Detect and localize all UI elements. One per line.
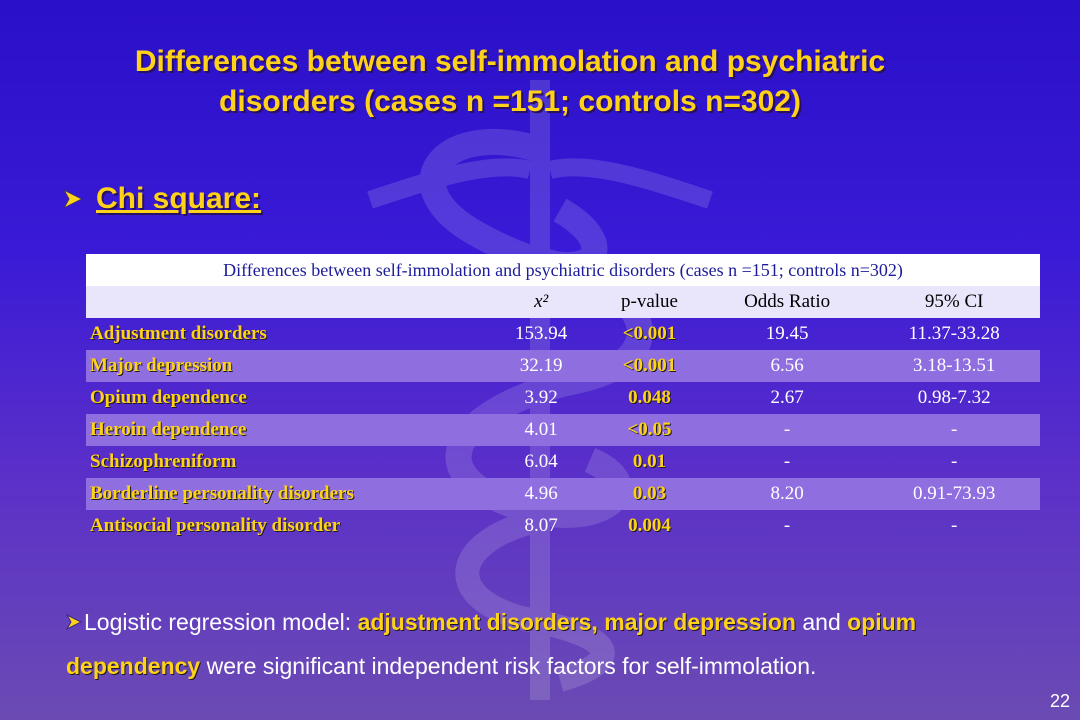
cell-odds-ratio: 19.45 bbox=[765, 323, 809, 344]
cell-odds-ratio: 6.56 bbox=[705, 350, 869, 382]
cell-p-value: <0.001 bbox=[622, 323, 677, 344]
cell-chi-square: 4.96 bbox=[489, 478, 594, 510]
note-text-part2: and bbox=[795, 609, 848, 635]
cell-chi-square: 8.07 bbox=[524, 515, 558, 536]
results-table: Differences between self-immolation and … bbox=[86, 254, 1040, 542]
note-text-part1: Logistic regression model: bbox=[84, 609, 358, 635]
cell-ci: - bbox=[951, 515, 958, 536]
logistic-regression-note: Logistic regression model: adjustment di… bbox=[66, 600, 1056, 688]
cell-p-value: 0.03 bbox=[593, 478, 706, 510]
arrow-bullet-icon bbox=[62, 188, 84, 210]
cell-odds-ratio: - bbox=[783, 515, 791, 536]
row-label: Borderline personality disorders bbox=[86, 478, 489, 510]
slide-title: Differences between self-immolation and … bbox=[60, 42, 960, 122]
arrow-bullet-icon bbox=[66, 614, 82, 630]
cell-odds-ratio: 8.20 bbox=[705, 478, 869, 510]
cell-odds-ratio: - bbox=[705, 414, 869, 446]
table-row: Heroin dependence 4.01 <0.05 - - bbox=[86, 414, 1040, 446]
cell-p-value: 0.004 bbox=[628, 515, 671, 536]
row-label: Adjustment disorders bbox=[90, 323, 267, 344]
cell-ci: 11.37-33.28 bbox=[908, 323, 1000, 344]
column-header-p-value: p-value bbox=[593, 286, 706, 318]
cell-ci: - bbox=[868, 414, 1040, 446]
table-row: Antisocial personality disorder 8.07 0.0… bbox=[86, 510, 1040, 542]
section-heading: Chi square: bbox=[62, 182, 261, 216]
slide-title-line2: disorders (cases n =151; controls n=302) bbox=[219, 85, 801, 118]
cell-ci: 0.98-7.32 bbox=[917, 387, 991, 408]
table-header-row: x² p-value Odds Ratio 95% CI bbox=[86, 286, 1040, 318]
note-highlight-1: adjustment disorders, major depression bbox=[357, 609, 796, 635]
table-row: Schizophreniform 6.04 0.01 - - bbox=[86, 446, 1040, 478]
row-label: Major depression bbox=[86, 350, 489, 382]
slide-number: 22 bbox=[1049, 691, 1070, 711]
cell-chi-square: 153.94 bbox=[515, 323, 568, 344]
table-caption-row: Differences between self-immolation and … bbox=[86, 254, 1040, 286]
slide-title-line1: Differences between self-immolation and … bbox=[134, 45, 886, 78]
column-header-blank bbox=[86, 286, 489, 318]
cell-chi-square: 4.01 bbox=[489, 414, 594, 446]
cell-ci: 3.18-13.51 bbox=[868, 350, 1040, 382]
note-text-part3: were significant independent risk factor… bbox=[200, 653, 817, 679]
table-caption: Differences between self-immolation and … bbox=[86, 254, 1040, 286]
cell-p-value: 0.048 bbox=[628, 387, 671, 408]
cell-chi-square: 3.92 bbox=[524, 387, 558, 408]
table-row: Borderline personality disorders 4.96 0.… bbox=[86, 478, 1040, 510]
table-row: Adjustment disorders 153.94 <0.001 19.45… bbox=[86, 318, 1040, 350]
note-highlight-2: opium dependency bbox=[66, 609, 917, 679]
column-header-chi-square: x² bbox=[489, 286, 594, 318]
cell-p-value: <0.001 bbox=[593, 350, 706, 382]
cell-p-value: 0.01 bbox=[632, 451, 667, 472]
cell-odds-ratio: - bbox=[783, 451, 791, 472]
cell-p-value: <0.05 bbox=[593, 414, 706, 446]
section-heading-label: Chi square: bbox=[96, 182, 262, 215]
row-label: Schizophreniform bbox=[90, 451, 237, 472]
column-header-ci: 95% CI bbox=[868, 286, 1040, 318]
column-header-odds-ratio: Odds Ratio bbox=[705, 286, 869, 318]
cell-odds-ratio: 2.67 bbox=[770, 387, 804, 408]
table-row: Major depression 32.19 <0.001 6.56 3.18-… bbox=[86, 350, 1040, 382]
row-label: Heroin dependence bbox=[86, 414, 489, 446]
cell-chi-square: 6.04 bbox=[524, 451, 558, 472]
row-label: Opium dependence bbox=[90, 387, 247, 408]
cell-ci: 0.91-73.93 bbox=[868, 478, 1040, 510]
row-label: Antisocial personality disorder bbox=[90, 515, 341, 536]
cell-chi-square: 32.19 bbox=[489, 350, 594, 382]
table-row: Opium dependence 3.92 0.048 2.67 0.98-7.… bbox=[86, 382, 1040, 414]
cell-ci: - bbox=[951, 451, 958, 472]
